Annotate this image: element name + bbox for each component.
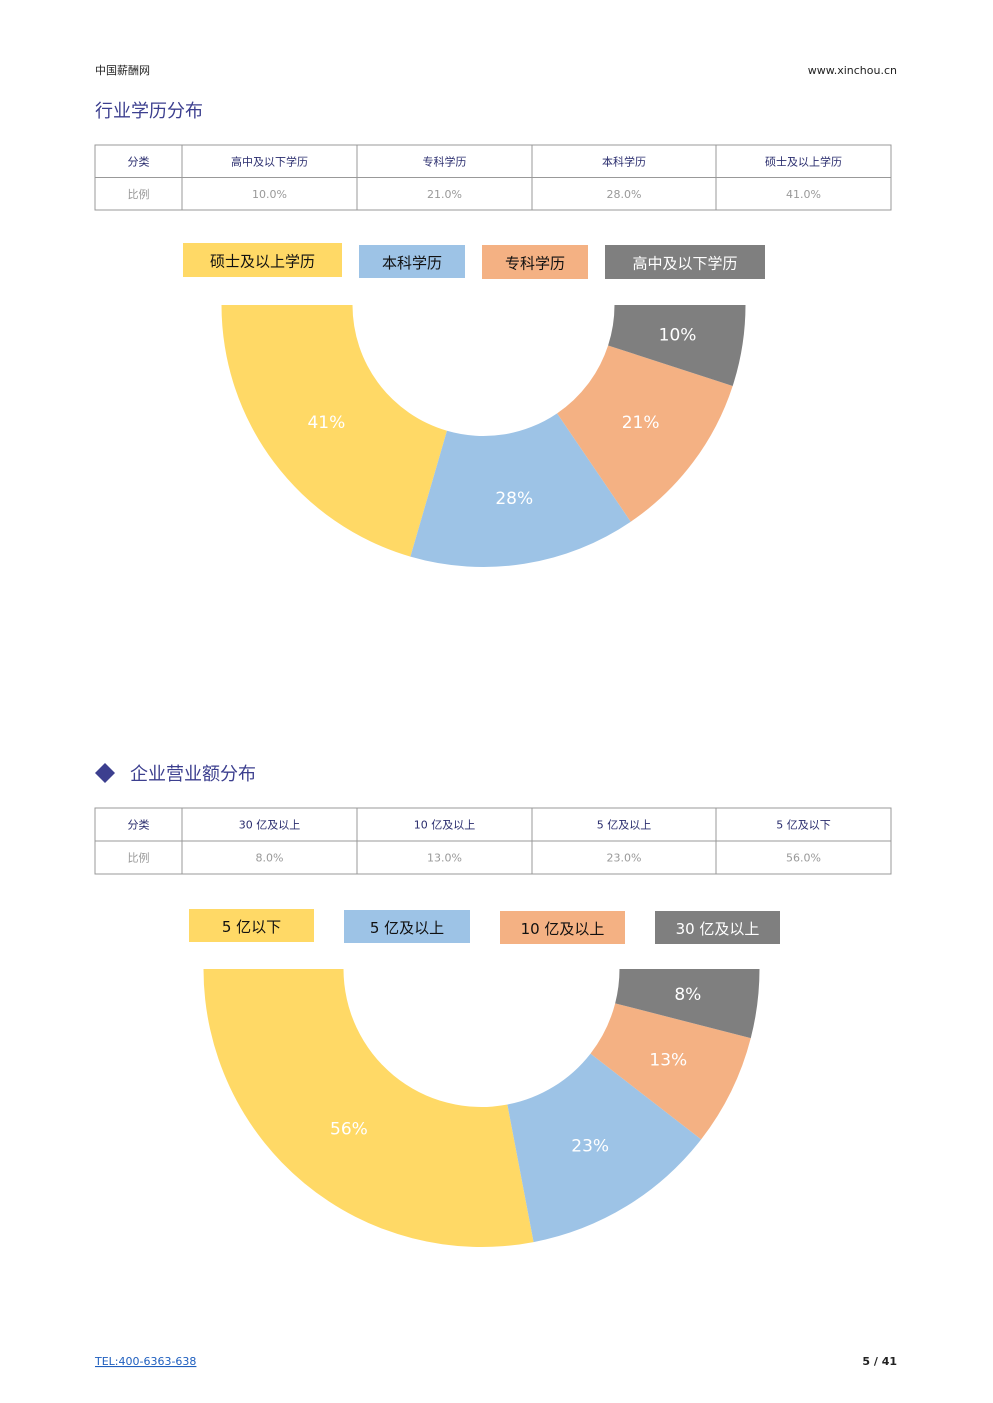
cell-text: 比例 <box>128 851 150 865</box>
table-cell <box>356 144 533 178</box>
table-cell <box>181 144 358 178</box>
table-cell <box>181 177 358 211</box>
donut-slice <box>410 413 631 567</box>
cell-text: 21.0% <box>427 188 462 201</box>
cell-text: 5 亿及以上 <box>597 819 652 832</box>
donut-slice <box>221 305 447 557</box>
cell-text: 5 亿及以下 <box>776 819 831 832</box>
cell-text: 本科学历 <box>602 154 646 168</box>
legend-label: 10 亿及以上 <box>521 920 605 938</box>
table-cell <box>181 840 358 875</box>
table-cell <box>94 144 183 178</box>
cell-text: 23.0% <box>607 852 642 865</box>
legend-swatch <box>655 911 780 944</box>
legend-swatch <box>359 245 465 278</box>
cell-text: 8.0% <box>256 852 284 865</box>
table-cell <box>356 840 533 875</box>
cell-text: 41.0% <box>786 188 821 201</box>
legend-swatch <box>183 243 342 277</box>
table-cell <box>531 177 717 211</box>
header-right: www.xinchou.cn <box>808 64 897 77</box>
legend-swatch <box>500 911 625 944</box>
slice-label: 8% <box>674 985 701 1005</box>
legend-label: 本科学历 <box>382 254 442 272</box>
legend-swatch <box>189 909 314 942</box>
legend-swatch <box>605 245 765 279</box>
cell-text: 30 亿及以上 <box>239 819 301 832</box>
legend-swatch <box>344 910 470 943</box>
table-cell <box>94 840 183 875</box>
donut-slice <box>590 1003 751 1140</box>
legend-label: 30 亿及以上 <box>676 920 760 938</box>
cell-text: 比例 <box>128 187 150 201</box>
table-cell <box>531 807 717 842</box>
table-cell <box>715 807 892 842</box>
cell-text: 10.0% <box>252 188 287 201</box>
cell-text: 13.0% <box>427 852 462 865</box>
slice-label: 56% <box>330 1119 368 1139</box>
table-cell <box>94 177 183 211</box>
legend-swatch <box>482 245 588 279</box>
table-cell <box>531 840 717 875</box>
cell-text: 分类 <box>128 818 150 832</box>
footer-tel[interactable]: TEL:400-6363-638 <box>94 1355 196 1368</box>
slice-label: 23% <box>571 1136 609 1156</box>
header-left: 中国薪酬网 <box>95 64 150 77</box>
legend-label: 5 亿及以上 <box>370 919 444 937</box>
table-cell <box>356 177 533 211</box>
cell-text: 分类 <box>128 154 150 168</box>
legend-label: 硕士及以上学历 <box>210 253 315 271</box>
donut-slice <box>557 345 733 522</box>
slice-label: 21% <box>622 413 660 433</box>
donut-slice <box>608 305 746 386</box>
cell-text: 28.0% <box>607 188 642 201</box>
donut-slice <box>203 969 534 1247</box>
section-title: 企业营业额分布 <box>130 764 256 785</box>
table-cell <box>715 840 892 875</box>
donut-slice <box>507 1053 702 1243</box>
slice-label: 10% <box>659 326 697 346</box>
donut-slice <box>615 969 760 1039</box>
legend-label: 5 亿以下 <box>222 918 281 936</box>
slice-label: 41% <box>307 413 345 433</box>
diamond-icon <box>95 763 115 783</box>
cell-text: 高中及以下学历 <box>231 154 308 168</box>
legend-label: 高中及以下学历 <box>632 255 737 273</box>
cell-text: 56.0% <box>786 852 821 865</box>
slice-label: 13% <box>649 1051 687 1071</box>
legend-label: 专科学历 <box>505 255 565 273</box>
cell-text: 10 亿及以上 <box>414 819 476 832</box>
cell-text: 硕士及以上学历 <box>765 154 842 168</box>
footer-page: 5 / 41 <box>862 1355 897 1368</box>
slice-label: 28% <box>495 489 533 509</box>
section-title: 行业学历分布 <box>95 101 203 122</box>
table-cell <box>181 807 358 842</box>
table-cell <box>356 807 533 842</box>
cell-text: 专科学历 <box>423 154 467 168</box>
table-cell <box>715 177 892 211</box>
